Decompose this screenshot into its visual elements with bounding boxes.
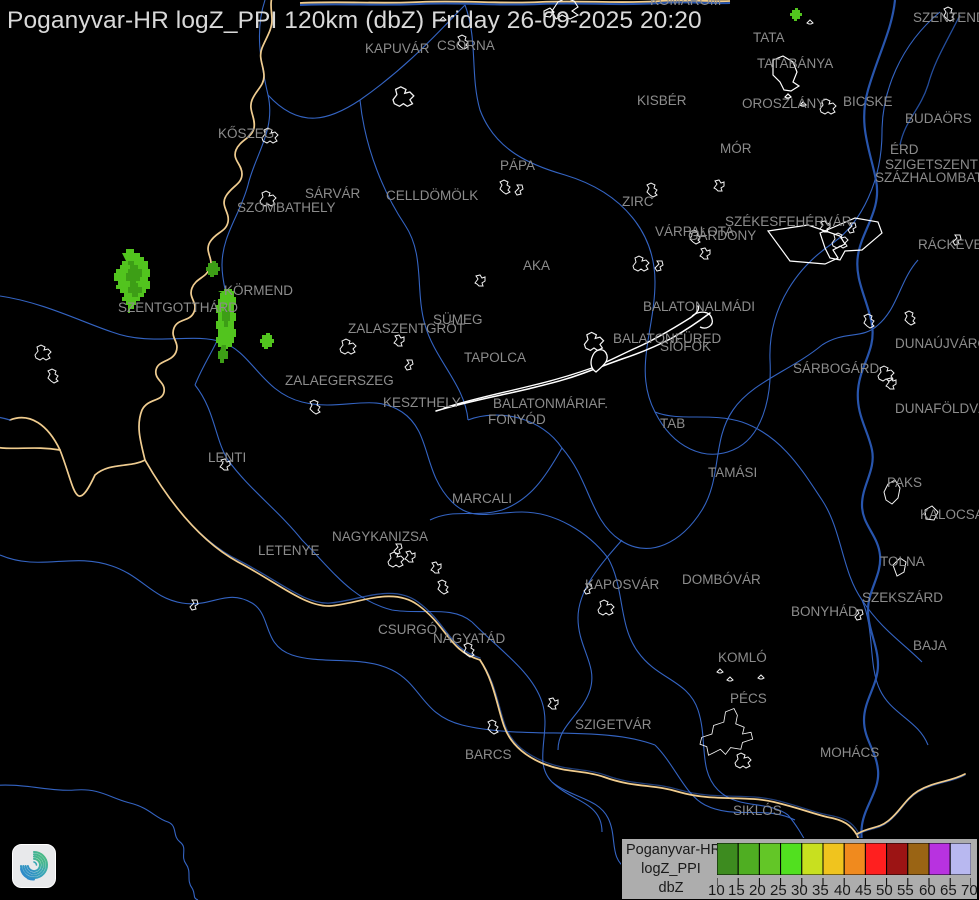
svg-text:ZIRC: ZIRC — [622, 194, 654, 209]
svg-text:ZALAEGERSZEG: ZALAEGERSZEG — [285, 373, 394, 388]
svg-text:VÁRPALOTA: VÁRPALOTA — [655, 224, 734, 239]
svg-text:RÁCKEVE: RÁCKEVE — [918, 237, 979, 252]
svg-text:BALATONMÁRIAF.: BALATONMÁRIAF. — [493, 396, 608, 411]
svg-text:DUNAÚJVÁROS: DUNAÚJVÁROS — [895, 336, 979, 351]
svg-text:SIKLÓS: SIKLÓS — [733, 803, 782, 818]
svg-text:BONYHÁD: BONYHÁD — [791, 604, 858, 619]
svg-text:KÖRMEND: KÖRMEND — [224, 283, 293, 298]
svg-text:CSURGÓ: CSURGÓ — [378, 622, 437, 637]
svg-text:CSORNA: CSORNA — [437, 38, 495, 53]
svg-text:SIÓFOK: SIÓFOK — [660, 339, 711, 354]
svg-text:KŐSZEG: KŐSZEG — [218, 126, 274, 141]
svg-text:BARCS: BARCS — [465, 747, 512, 762]
svg-text:SÁRVÁR: SÁRVÁR — [305, 186, 361, 201]
svg-text:OROSZLÁNY: OROSZLÁNY — [742, 96, 825, 111]
svg-text:KISBÉR: KISBÉR — [637, 93, 687, 108]
svg-text:SZOMBATHELY: SZOMBATHELY — [237, 200, 336, 215]
svg-text:TATABÁNYA: TATABÁNYA — [757, 56, 833, 71]
svg-text:NAGYATÁD: NAGYATÁD — [433, 631, 506, 646]
svg-text:TATA: TATA — [753, 30, 785, 45]
svg-text:BICSKE: BICSKE — [843, 94, 893, 109]
svg-text:KAPUVÁR: KAPUVÁR — [365, 41, 430, 56]
svg-text:KALOCSA: KALOCSA — [920, 507, 979, 522]
svg-text:SZÁZHALOMBATTA: SZÁZHALOMBATTA — [875, 170, 979, 185]
svg-text:FONYÓD: FONYÓD — [488, 412, 546, 427]
svg-text:ESZTERGOM: ESZTERGOM — [810, 0, 896, 1]
svg-text:PÉCS: PÉCS — [730, 691, 767, 706]
svg-text:TAB: TAB — [660, 416, 685, 431]
svg-text:TOLNA: TOLNA — [880, 554, 925, 569]
svg-text:PAKS: PAKS — [887, 475, 922, 490]
svg-text:SZIGETVÁR: SZIGETVÁR — [575, 717, 652, 732]
svg-text:KOMLÓ: KOMLÓ — [718, 650, 767, 665]
svg-text:TAMÁSI: TAMÁSI — [708, 465, 757, 480]
svg-text:BUDAÖRS: BUDAÖRS — [905, 111, 972, 126]
svg-text:SZÉKESFEHÉRVÁR: SZÉKESFEHÉRVÁR — [725, 214, 852, 229]
svg-text:MÓR: MÓR — [720, 141, 752, 156]
svg-text:BALATONALMÁDI: BALATONALMÁDI — [643, 299, 755, 314]
svg-text:CELLDÖMÖLK: CELLDÖMÖLK — [386, 188, 478, 203]
svg-text:DOMBÓVÁR: DOMBÓVÁR — [682, 572, 761, 587]
svg-text:KESZTHELY: KESZTHELY — [383, 395, 461, 410]
svg-text:SZENTENDRE: SZENTENDRE — [913, 10, 979, 25]
svg-text:AKA: AKA — [523, 258, 550, 273]
svg-text:DUNAFÖLDVÁR: DUNAFÖLDVÁR — [895, 401, 979, 416]
svg-text:SÁRBOGÁRD: SÁRBOGÁRD — [793, 361, 880, 376]
svg-text:BAJA: BAJA — [913, 638, 947, 653]
svg-text:NAGYKANIZSA: NAGYKANIZSA — [332, 529, 428, 544]
svg-text:ZALASZENTGRÓT: ZALASZENTGRÓT — [348, 321, 465, 336]
svg-text:LETENYE: LETENYE — [258, 543, 320, 558]
svg-text:KAPOSVÁR: KAPOSVÁR — [585, 577, 660, 592]
svg-text:TAPOLCA: TAPOLCA — [464, 350, 526, 365]
svg-text:SZEKSZÁRD: SZEKSZÁRD — [862, 590, 943, 605]
svg-text:SZENTGOTTHÁRD: SZENTGOTTHÁRD — [118, 300, 238, 315]
svg-text:MOHÁCS: MOHÁCS — [820, 745, 879, 760]
svg-text:PÁPA: PÁPA — [500, 158, 535, 173]
svg-text:LENTI: LENTI — [208, 450, 246, 465]
svg-text:ÉRD: ÉRD — [890, 142, 919, 157]
svg-text:MARCALI: MARCALI — [452, 491, 512, 506]
